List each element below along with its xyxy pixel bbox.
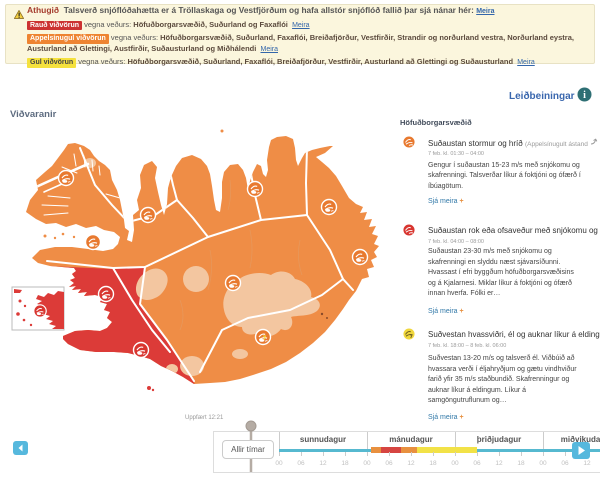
svg-text:i: i xyxy=(583,90,586,101)
